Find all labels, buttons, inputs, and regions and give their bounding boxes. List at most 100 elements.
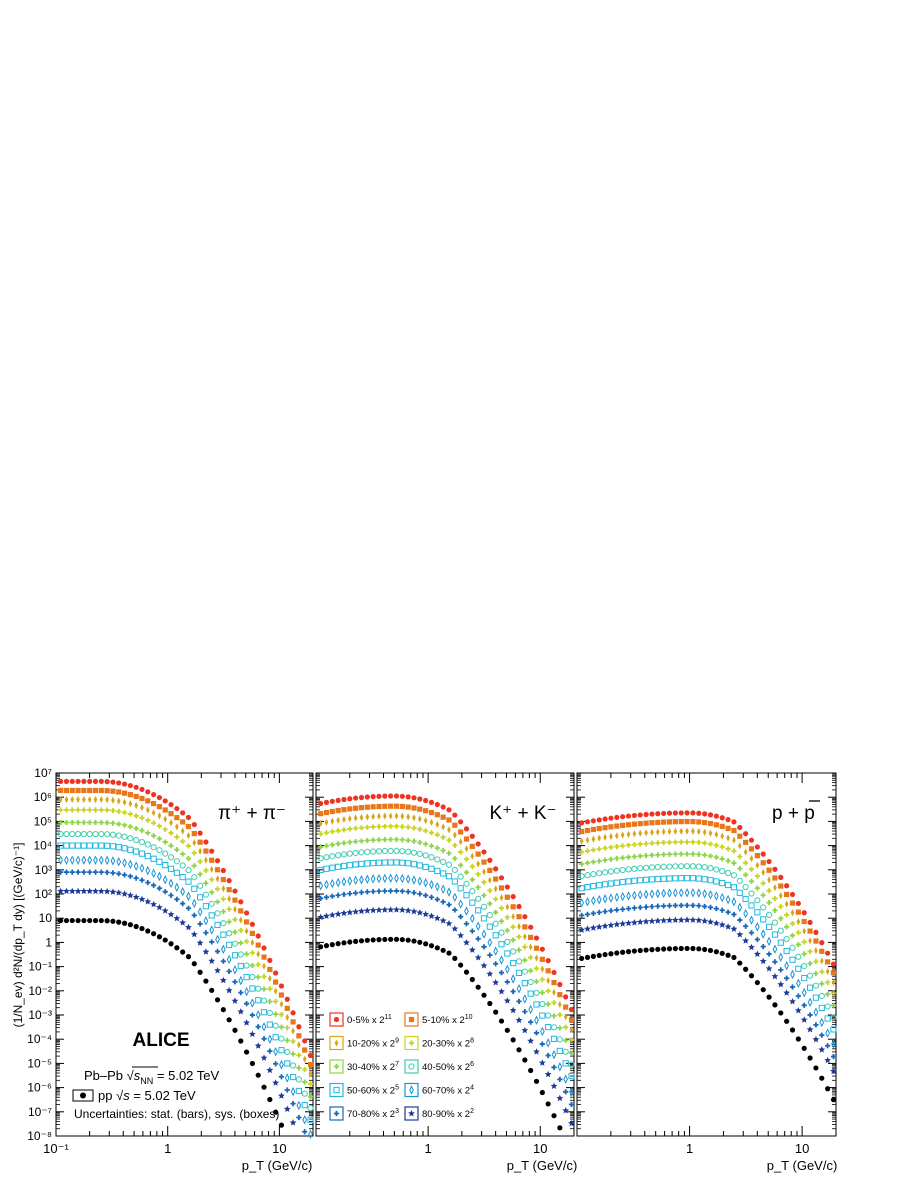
data-point xyxy=(214,921,221,928)
data-point xyxy=(754,844,760,850)
data-point xyxy=(731,954,737,961)
data-point xyxy=(730,872,738,879)
data-point xyxy=(295,1076,302,1083)
data-point xyxy=(458,862,464,868)
data-point xyxy=(602,951,608,958)
data-point xyxy=(115,844,122,851)
data-point xyxy=(363,907,371,914)
data-point xyxy=(666,851,673,857)
data-point xyxy=(825,1043,831,1049)
data-point xyxy=(742,883,749,891)
data-point xyxy=(272,1034,279,1041)
data-point xyxy=(364,837,370,844)
data-point xyxy=(209,877,215,883)
data-point xyxy=(707,865,714,872)
data-point xyxy=(672,839,678,845)
data-point xyxy=(590,859,596,865)
data-point xyxy=(806,972,814,979)
y-tick-label: 10⁻⁶ xyxy=(27,1081,52,1095)
data-point xyxy=(279,1060,284,1070)
data-point xyxy=(75,855,81,865)
data-point xyxy=(620,891,626,902)
data-point xyxy=(405,804,411,810)
data-point xyxy=(238,1038,244,1044)
data-point xyxy=(249,950,255,956)
data-point xyxy=(625,813,632,819)
data-point xyxy=(370,874,376,884)
data-point xyxy=(713,866,720,873)
data-point xyxy=(238,989,244,996)
data-point xyxy=(755,861,760,869)
data-point xyxy=(522,1008,528,1015)
data-point xyxy=(631,853,637,860)
data-point xyxy=(463,869,470,875)
data-point xyxy=(289,1073,297,1081)
data-point xyxy=(590,847,596,853)
data-point xyxy=(296,1065,302,1071)
data-point xyxy=(370,804,376,810)
data-point xyxy=(713,949,719,955)
data-point xyxy=(528,934,534,940)
data-point xyxy=(272,1079,280,1086)
data-point xyxy=(509,1006,517,1014)
data-point xyxy=(673,888,678,898)
data-point xyxy=(151,931,157,937)
data-point xyxy=(180,827,185,835)
data-point xyxy=(545,988,551,994)
data-point xyxy=(655,811,661,817)
data-point xyxy=(249,1012,255,1018)
data-point xyxy=(145,806,150,814)
data-point xyxy=(516,984,522,994)
legend-label-text: 5-10% x 2 xyxy=(422,1015,465,1026)
data-point xyxy=(579,849,585,855)
data-point xyxy=(376,803,382,810)
data-point xyxy=(558,1000,562,1009)
data-point xyxy=(446,850,452,856)
data-point xyxy=(626,830,631,838)
data-point xyxy=(162,807,168,813)
data-point xyxy=(667,827,672,836)
data-point xyxy=(393,793,400,799)
data-point xyxy=(620,831,625,839)
data-point xyxy=(482,868,486,876)
data-point xyxy=(707,812,714,818)
data-point xyxy=(382,823,388,830)
data-point xyxy=(191,912,197,918)
data-point xyxy=(74,830,82,838)
data-point xyxy=(480,915,488,922)
data-point xyxy=(243,951,250,957)
data-point xyxy=(58,869,64,875)
data-point xyxy=(538,1059,546,1066)
data-point xyxy=(340,909,348,917)
data-point xyxy=(237,1008,245,1015)
data-point xyxy=(58,787,64,794)
data-point xyxy=(620,814,626,820)
data-point xyxy=(126,891,134,899)
data-point xyxy=(650,828,654,836)
data-point xyxy=(825,991,831,997)
data-point xyxy=(260,1009,268,1016)
data-point xyxy=(249,973,256,981)
data-point xyxy=(405,794,411,800)
data-point xyxy=(631,842,637,848)
data-point xyxy=(214,867,221,873)
data-point xyxy=(76,795,80,804)
data-point xyxy=(364,874,370,884)
data-point xyxy=(813,938,819,944)
data-point xyxy=(243,938,250,944)
x-tick-label: 1 xyxy=(686,1141,693,1156)
data-point xyxy=(446,902,452,908)
data-point xyxy=(772,895,778,902)
data-point xyxy=(446,887,452,897)
data-point xyxy=(318,831,324,837)
x-tick-label: 10 xyxy=(533,1141,547,1156)
data-point xyxy=(625,905,632,912)
data-point xyxy=(480,903,488,910)
y-tick-label: 10⁶ xyxy=(34,790,52,804)
data-point xyxy=(492,932,499,939)
data-point xyxy=(133,848,140,855)
data-point xyxy=(191,898,197,909)
data-point xyxy=(139,815,145,821)
data-point xyxy=(702,889,708,899)
data-point xyxy=(364,794,370,800)
